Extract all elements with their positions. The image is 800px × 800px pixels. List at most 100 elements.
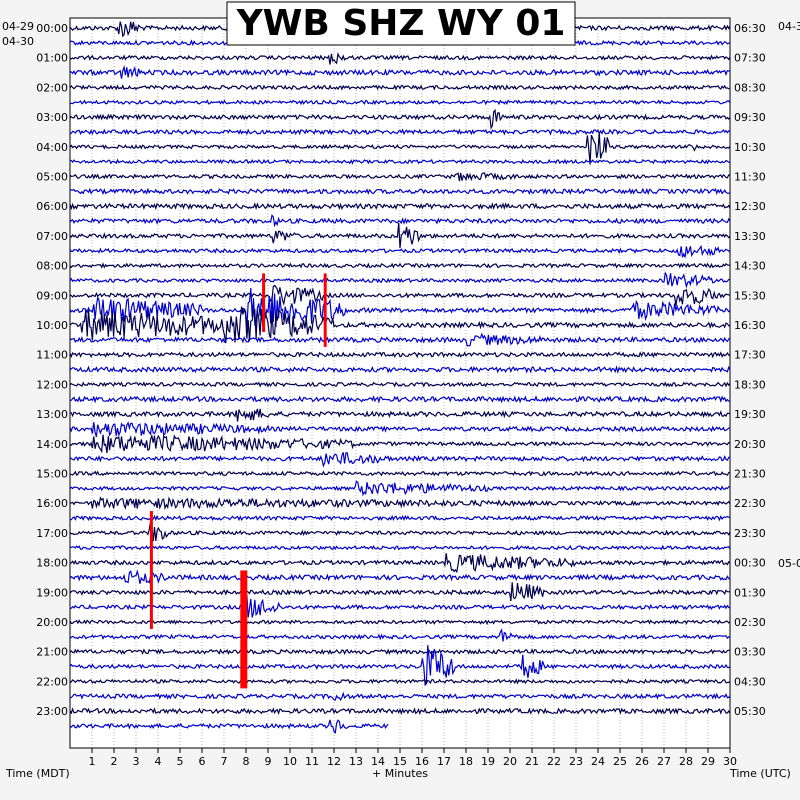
x-tick-label: 18	[459, 755, 473, 768]
left-hour-labels: 00:00 01:00 02:00 03:00 04:00 05:00 06:00 07:00…	[36, 22, 68, 718]
trace-line	[69, 569, 731, 584]
x-tick-label: 17	[437, 755, 451, 768]
x-tick-label: 22	[547, 755, 561, 768]
right-hour-label: 09:30	[734, 111, 766, 124]
left-date-top: 04-29	[2, 20, 34, 33]
trace-line	[69, 284, 731, 306]
x-tick-label: 14	[371, 755, 385, 768]
left-hour-label: 13:00	[36, 408, 68, 421]
left-hour-label: 19:00	[36, 586, 68, 599]
x-tick-label: 26	[635, 755, 649, 768]
trace-line	[69, 108, 731, 130]
right-date-mid: 05-0	[778, 557, 800, 570]
x-tick-label: 25	[613, 755, 627, 768]
trace-line	[69, 408, 731, 422]
trace-line	[69, 214, 731, 228]
left-hour-label: 04:00	[36, 141, 68, 154]
x-tick-label: 29	[701, 755, 715, 768]
trace-line	[69, 381, 731, 388]
trace-line	[69, 514, 731, 522]
left-date: 04-30	[2, 35, 34, 48]
x-tick-label: 19	[481, 755, 495, 768]
trace-line	[70, 395, 731, 404]
left-hour-label: 22:00	[36, 675, 68, 688]
x-tick-label: 28	[679, 755, 693, 768]
right-hour-label: 03:30	[734, 646, 766, 659]
trace-line	[69, 645, 731, 687]
x-tick-label: 23	[569, 755, 583, 768]
right-hour-label: 05:30	[734, 705, 766, 718]
trace-lines	[69, 21, 731, 735]
left-hour-label: 15:00	[36, 468, 68, 481]
trace-line	[69, 306, 731, 344]
right-hour-label: 08:30	[734, 81, 766, 94]
right-hour-label: 15:30	[734, 289, 766, 302]
trace-line	[69, 202, 731, 211]
trace-line	[69, 99, 731, 106]
trace-line	[69, 351, 731, 359]
right-hour-label: 20:30	[734, 438, 766, 451]
right-hour-labels: 06:30 07:30 08:30 09:30 10:30 11:30 12:30 13:30…	[734, 22, 766, 718]
left-hour-label: 23:00	[36, 705, 68, 718]
x-tick-label: 9	[265, 755, 272, 768]
x-tick-label: 11	[305, 755, 319, 768]
red-event-markers	[149, 273, 327, 689]
x-tick-label: 10	[283, 755, 297, 768]
trace-line	[69, 222, 731, 249]
x-tick-label: 2	[111, 755, 118, 768]
x-tick-label: 6	[199, 755, 206, 768]
trace-line	[69, 128, 731, 136]
trace-line	[69, 51, 731, 65]
right-axis-title: Time (UTC)	[729, 767, 791, 780]
left-hour-label: 03:00	[36, 111, 68, 124]
x-tick-label: 13	[349, 755, 363, 768]
trace-line	[69, 433, 731, 454]
trace-line	[69, 719, 389, 735]
x-tick-label: 27	[657, 755, 671, 768]
trace-line	[69, 452, 731, 468]
x-tick-label: 30	[723, 755, 737, 768]
left-hour-label: 06:00	[36, 200, 68, 213]
x-tick-label: 15	[393, 755, 407, 768]
right-hour-label: 10:30	[734, 141, 766, 154]
x-tick-label: 1	[89, 755, 96, 768]
left-hour-label: 18:00	[36, 557, 68, 570]
right-hour-label: 22:30	[734, 497, 766, 510]
trace-line	[69, 158, 731, 165]
x-tick-label: 7	[221, 755, 228, 768]
right-hour-label: 12:30	[734, 200, 766, 213]
left-hour-label: 17:00	[36, 527, 68, 540]
trace-line	[69, 332, 731, 347]
right-hour-label: 04:30	[734, 675, 766, 688]
trace-line	[69, 628, 731, 642]
chart-title: YWB SHZ WY 01	[236, 3, 566, 44]
left-hour-label: 12:00	[36, 378, 68, 391]
left-hour-label: 05:00	[36, 171, 68, 184]
x-tick-label: 20	[503, 755, 517, 768]
trace-line	[69, 594, 731, 618]
trace-line	[69, 172, 731, 182]
x-tick-label: 3	[133, 755, 140, 768]
trace-line	[69, 496, 731, 511]
trace-line	[69, 365, 731, 374]
right-hour-label: 11:30	[734, 171, 766, 184]
trace-line	[69, 619, 731, 626]
x-tick-label: 5	[177, 755, 184, 768]
x-tick-label: 16	[415, 755, 429, 768]
left-hour-label: 10:00	[36, 319, 68, 332]
left-axis-title: Time (MDT)	[5, 767, 70, 780]
trace-line	[69, 707, 731, 716]
left-hour-label: 02:00	[36, 81, 68, 94]
right-hour-label: 07:30	[734, 52, 766, 65]
left-hour-label: 16:00	[36, 497, 68, 510]
right-hour-label: 16:30	[734, 319, 766, 332]
red-event-mark	[149, 511, 153, 629]
left-hour-label: 14:00	[36, 438, 68, 451]
left-hour-label: 00:00	[36, 22, 68, 35]
right-hour-label: 21:30	[734, 468, 766, 481]
x-tick-label: 24	[591, 755, 605, 768]
trace-line	[69, 421, 731, 437]
right-hour-label: 01:30	[734, 586, 766, 599]
right-hour-label: 13:30	[734, 230, 766, 243]
x-tick-label: 8	[243, 755, 250, 768]
